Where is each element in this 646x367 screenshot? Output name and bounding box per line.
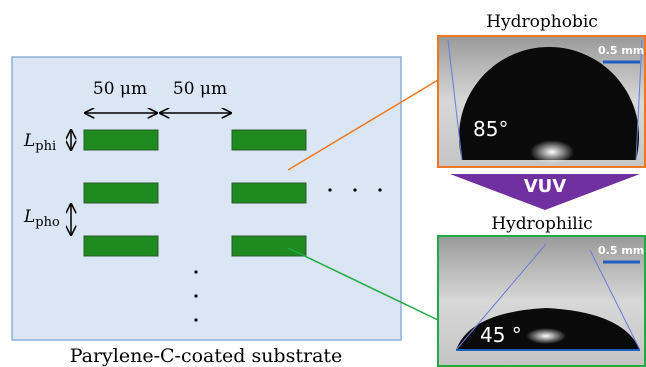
angle-label: 85° <box>473 117 508 141</box>
substrate <box>12 57 401 340</box>
spacing-label: 50 μm <box>173 79 227 99</box>
photo-title: Hydrophobic <box>486 12 598 32</box>
substrate-caption: Parylene-C-coated substrate <box>70 345 343 367</box>
scale-label: 0.5 mm <box>598 44 644 57</box>
vuv-label: VUV <box>524 176 567 197</box>
angle-label: 45 ° <box>480 323 522 347</box>
photo-title: Hydrophilic <box>491 214 592 234</box>
page: 50 μm 50 μm Lphi Lpho Parylene-C-coated … <box>0 0 646 367</box>
scale-label: 0.5 mm <box>598 244 644 257</box>
spacing-label: 50 μm <box>93 79 147 99</box>
diagram: 50 μm 50 μm Lphi Lpho Parylene-C-coated … <box>0 0 646 367</box>
